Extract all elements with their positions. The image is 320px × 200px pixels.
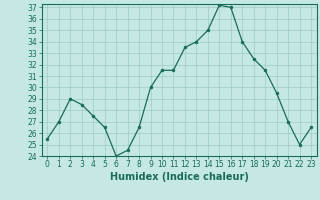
X-axis label: Humidex (Indice chaleur): Humidex (Indice chaleur) [110,172,249,182]
